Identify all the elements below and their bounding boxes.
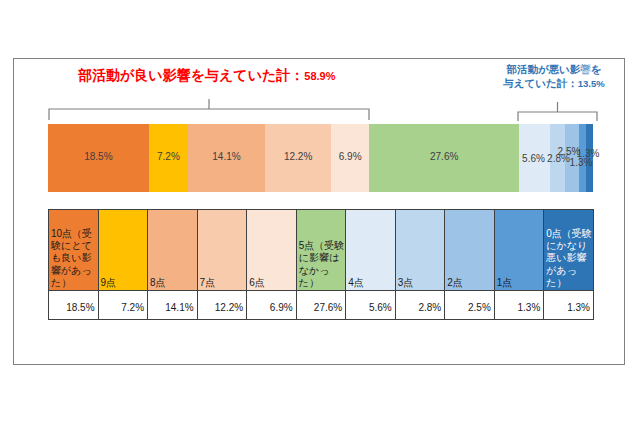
bar-segment-label: 1.3% xyxy=(577,147,600,158)
table-category-cell: 4点 xyxy=(346,210,396,291)
bar-segment-label: 5.6% xyxy=(522,153,545,164)
table-value-cell: 2.8% xyxy=(395,291,445,320)
data-table: 10点（受験にとても良い影響があった）9点8点7点6点5点（受験に影響はなかった… xyxy=(48,209,594,320)
bar-segment-5: 27.6% xyxy=(369,124,519,192)
table-value-cell: 1.3% xyxy=(544,291,594,320)
bar-segment-label: 18.5% xyxy=(84,151,112,162)
table-value-cell: 27.6% xyxy=(296,291,346,320)
table-category-cell: 6点 xyxy=(247,210,297,291)
table-value-cell: 12.2% xyxy=(197,291,247,320)
table-value-cell: 1.3% xyxy=(494,291,544,320)
bar-segment-4: 6.9% xyxy=(331,124,369,192)
table-value-cell: 6.9% xyxy=(247,291,297,320)
bar-segment-label: 12.2% xyxy=(284,151,312,162)
bar-segment-label: 1.3% xyxy=(570,157,593,168)
bar-segment-label: 6.9% xyxy=(339,151,362,162)
table-category-cell: 10点（受験にとても良い影響があった） xyxy=(49,210,99,291)
table-category-cell: 9点 xyxy=(98,210,148,291)
table-category-cell: 8点 xyxy=(148,210,198,291)
bar-segment-1: 7.2% xyxy=(149,124,188,192)
bar-segment-0: 18.5% xyxy=(48,124,149,192)
chart-frame: 部活動が良い影響を与えていた計：58.9% 部活動が悪い影響を与えていた計：13… xyxy=(13,58,625,365)
table-category-cell: 7点 xyxy=(197,210,247,291)
bar-segment-label: 7.2% xyxy=(157,151,180,162)
bar-segment-label: 14.1% xyxy=(212,151,240,162)
table-value-cell: 14.1% xyxy=(148,291,198,320)
table-category-cell: 3点 xyxy=(395,210,445,291)
table-category-cell: 5点（受験に影響はなかった） xyxy=(296,210,346,291)
bar-segment-3: 12.2% xyxy=(265,124,331,192)
table-value-cell: 7.2% xyxy=(98,291,148,320)
bar-segment-2: 14.1% xyxy=(188,124,265,192)
table-category-cell: 1点 xyxy=(494,210,544,291)
category-row: 10点（受験にとても良い影響があった）9点8点7点6点5点（受験に影響はなかった… xyxy=(49,210,594,291)
table-value-cell: 18.5% xyxy=(49,291,99,320)
value-row: 18.5%7.2%14.1%12.2%6.9%27.6%5.6%2.8%2.5%… xyxy=(49,291,594,320)
table-category-cell: 2点 xyxy=(445,210,495,291)
table-category-cell: 0点（受験にかなり悪い影響があった） xyxy=(544,210,594,291)
bar-segment-label: 27.6% xyxy=(430,151,458,162)
stacked-bar: 18.5%7.2%14.1%12.2%6.9%27.6%5.6%2.8%2.5%… xyxy=(48,124,593,192)
table-value-cell: 2.5% xyxy=(445,291,495,320)
table-value-cell: 5.6% xyxy=(346,291,396,320)
